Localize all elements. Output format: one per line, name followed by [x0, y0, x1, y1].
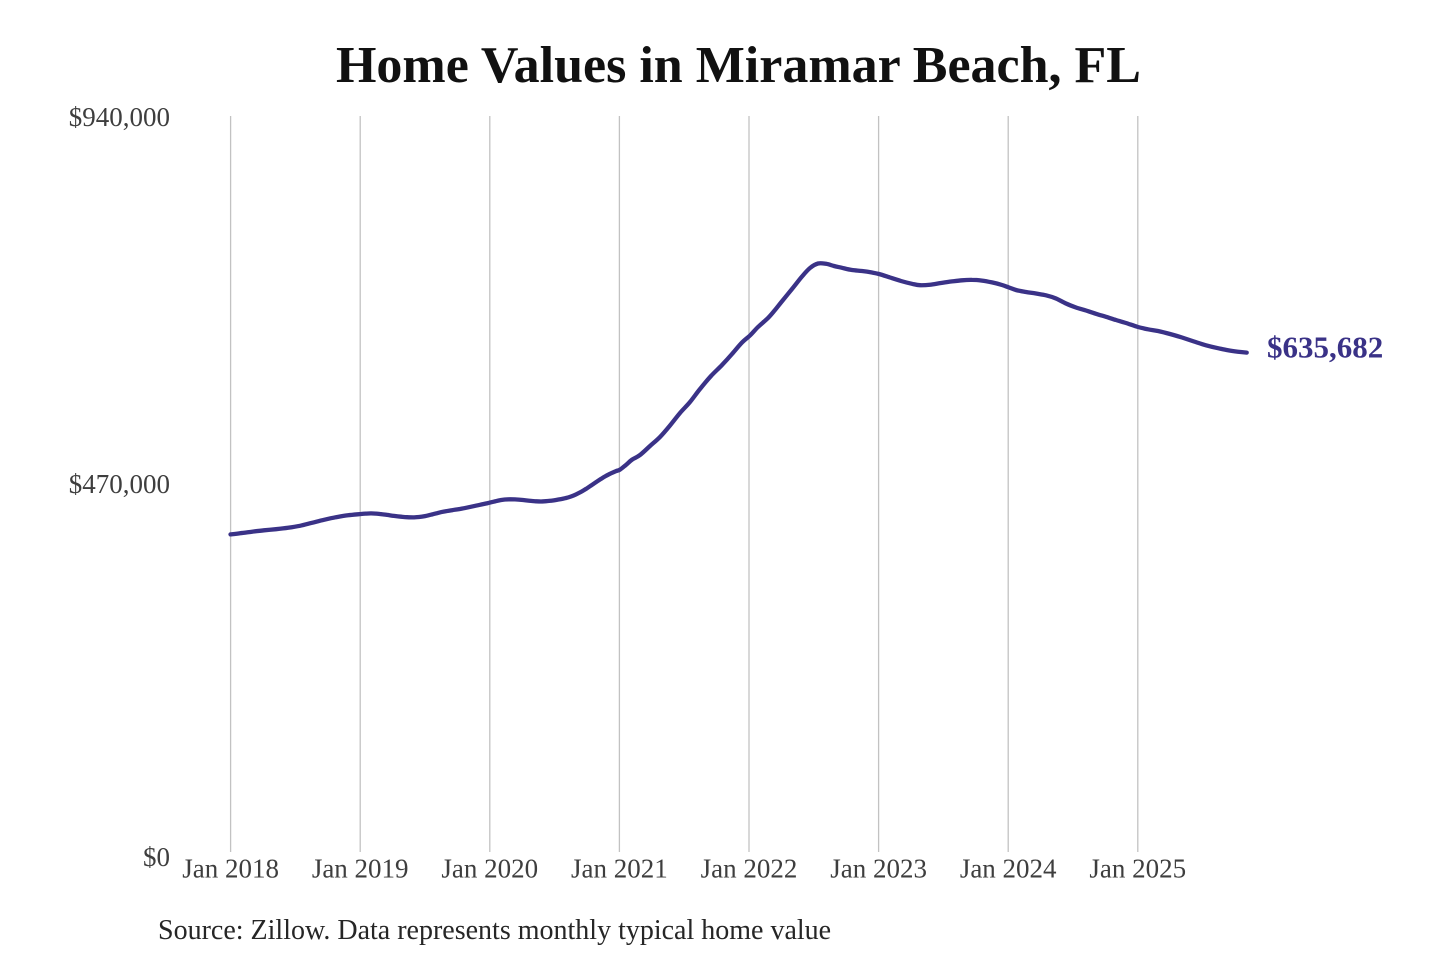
svg-text:Home Values in Miramar Beach,: Home Values in Miramar Beach, FL	[336, 37, 1141, 94]
svg-text:Jan 2024: Jan 2024	[960, 854, 1057, 884]
svg-text:Source: Zillow. Data represent: Source: Zillow. Data represents monthly …	[158, 915, 831, 946]
svg-text:Jan 2018: Jan 2018	[182, 854, 279, 884]
svg-text:$0: $0	[143, 842, 170, 872]
svg-text:Jan 2025: Jan 2025	[1089, 854, 1186, 884]
svg-text:Jan 2021: Jan 2021	[571, 854, 668, 884]
svg-text:Jan 2023: Jan 2023	[830, 854, 927, 884]
svg-text:$635,682: $635,682	[1267, 330, 1383, 365]
svg-text:$470,000: $470,000	[69, 469, 170, 499]
svg-text:$940,000: $940,000	[69, 102, 170, 132]
svg-text:Jan 2020: Jan 2020	[441, 854, 538, 884]
svg-text:Jan 2022: Jan 2022	[701, 854, 798, 884]
svg-text:Jan 2019: Jan 2019	[312, 854, 409, 884]
